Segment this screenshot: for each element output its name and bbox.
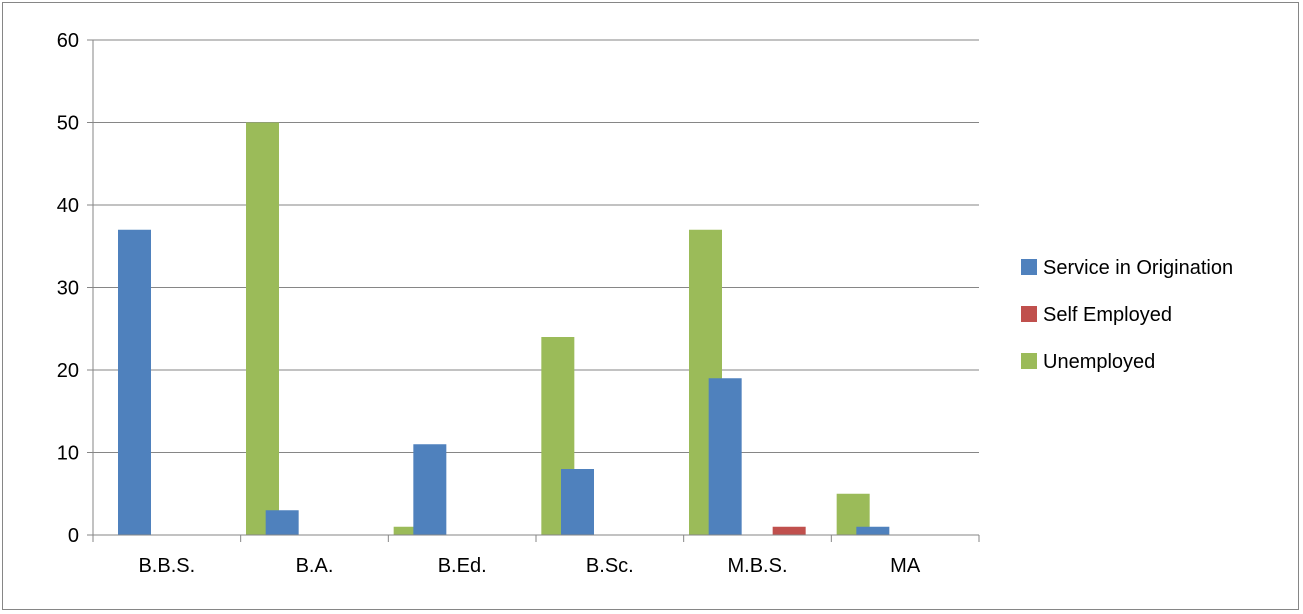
x-tick-label: B.A. bbox=[296, 555, 334, 577]
bar-chart: 0 10 20 30 40 50 60 B.B.S. B.A. B.Ed. B.Sc. M.B.S. M… bbox=[57, 30, 1233, 577]
bar-unemployed bbox=[246, 122, 279, 535]
gridlines bbox=[93, 39, 979, 453]
bar-service-in-origination bbox=[413, 444, 447, 535]
legend-swatch bbox=[1021, 353, 1037, 369]
bar-service-in-origination bbox=[856, 526, 890, 535]
x-tick-label: B.B.S. bbox=[138, 555, 195, 577]
bars bbox=[118, 122, 890, 535]
x-tick-label: M.B.S. bbox=[727, 555, 787, 577]
bar-self-employed bbox=[772, 526, 806, 535]
legend-swatch bbox=[1021, 306, 1037, 322]
y-tick-label: 0 bbox=[68, 525, 79, 547]
legend-label: Self Employed bbox=[1043, 304, 1172, 326]
y-tick-label: 50 bbox=[57, 113, 79, 135]
bar-service-in-origination bbox=[561, 469, 594, 535]
y-tick-label: 40 bbox=[57, 195, 79, 217]
bar-service-in-origination bbox=[118, 229, 151, 535]
bar-service-in-origination bbox=[265, 510, 299, 535]
legend: Service in Origination Self Employed Unemp… bbox=[1021, 257, 1233, 373]
x-tick-label: B.Sc. bbox=[586, 555, 634, 577]
legend-label: Unemployed bbox=[1043, 351, 1155, 373]
y-tick-label: 30 bbox=[57, 278, 79, 300]
bar-unemployed bbox=[393, 526, 427, 535]
bar-service-in-origination bbox=[708, 378, 742, 535]
y-tick-label: 10 bbox=[57, 443, 79, 465]
y-tick-label: 20 bbox=[57, 360, 79, 382]
x-tick-label: B.Ed. bbox=[438, 555, 487, 577]
legend-label: Service in Origination bbox=[1043, 257, 1233, 279]
x-tick-label: MA bbox=[890, 555, 921, 577]
y-tick-label: 60 bbox=[57, 30, 79, 52]
axes: 0 10 20 30 40 50 60 B.B.S. B.A. B.Ed. B.Sc. M.B.S. M… bbox=[57, 30, 980, 577]
legend-swatch bbox=[1021, 259, 1037, 275]
